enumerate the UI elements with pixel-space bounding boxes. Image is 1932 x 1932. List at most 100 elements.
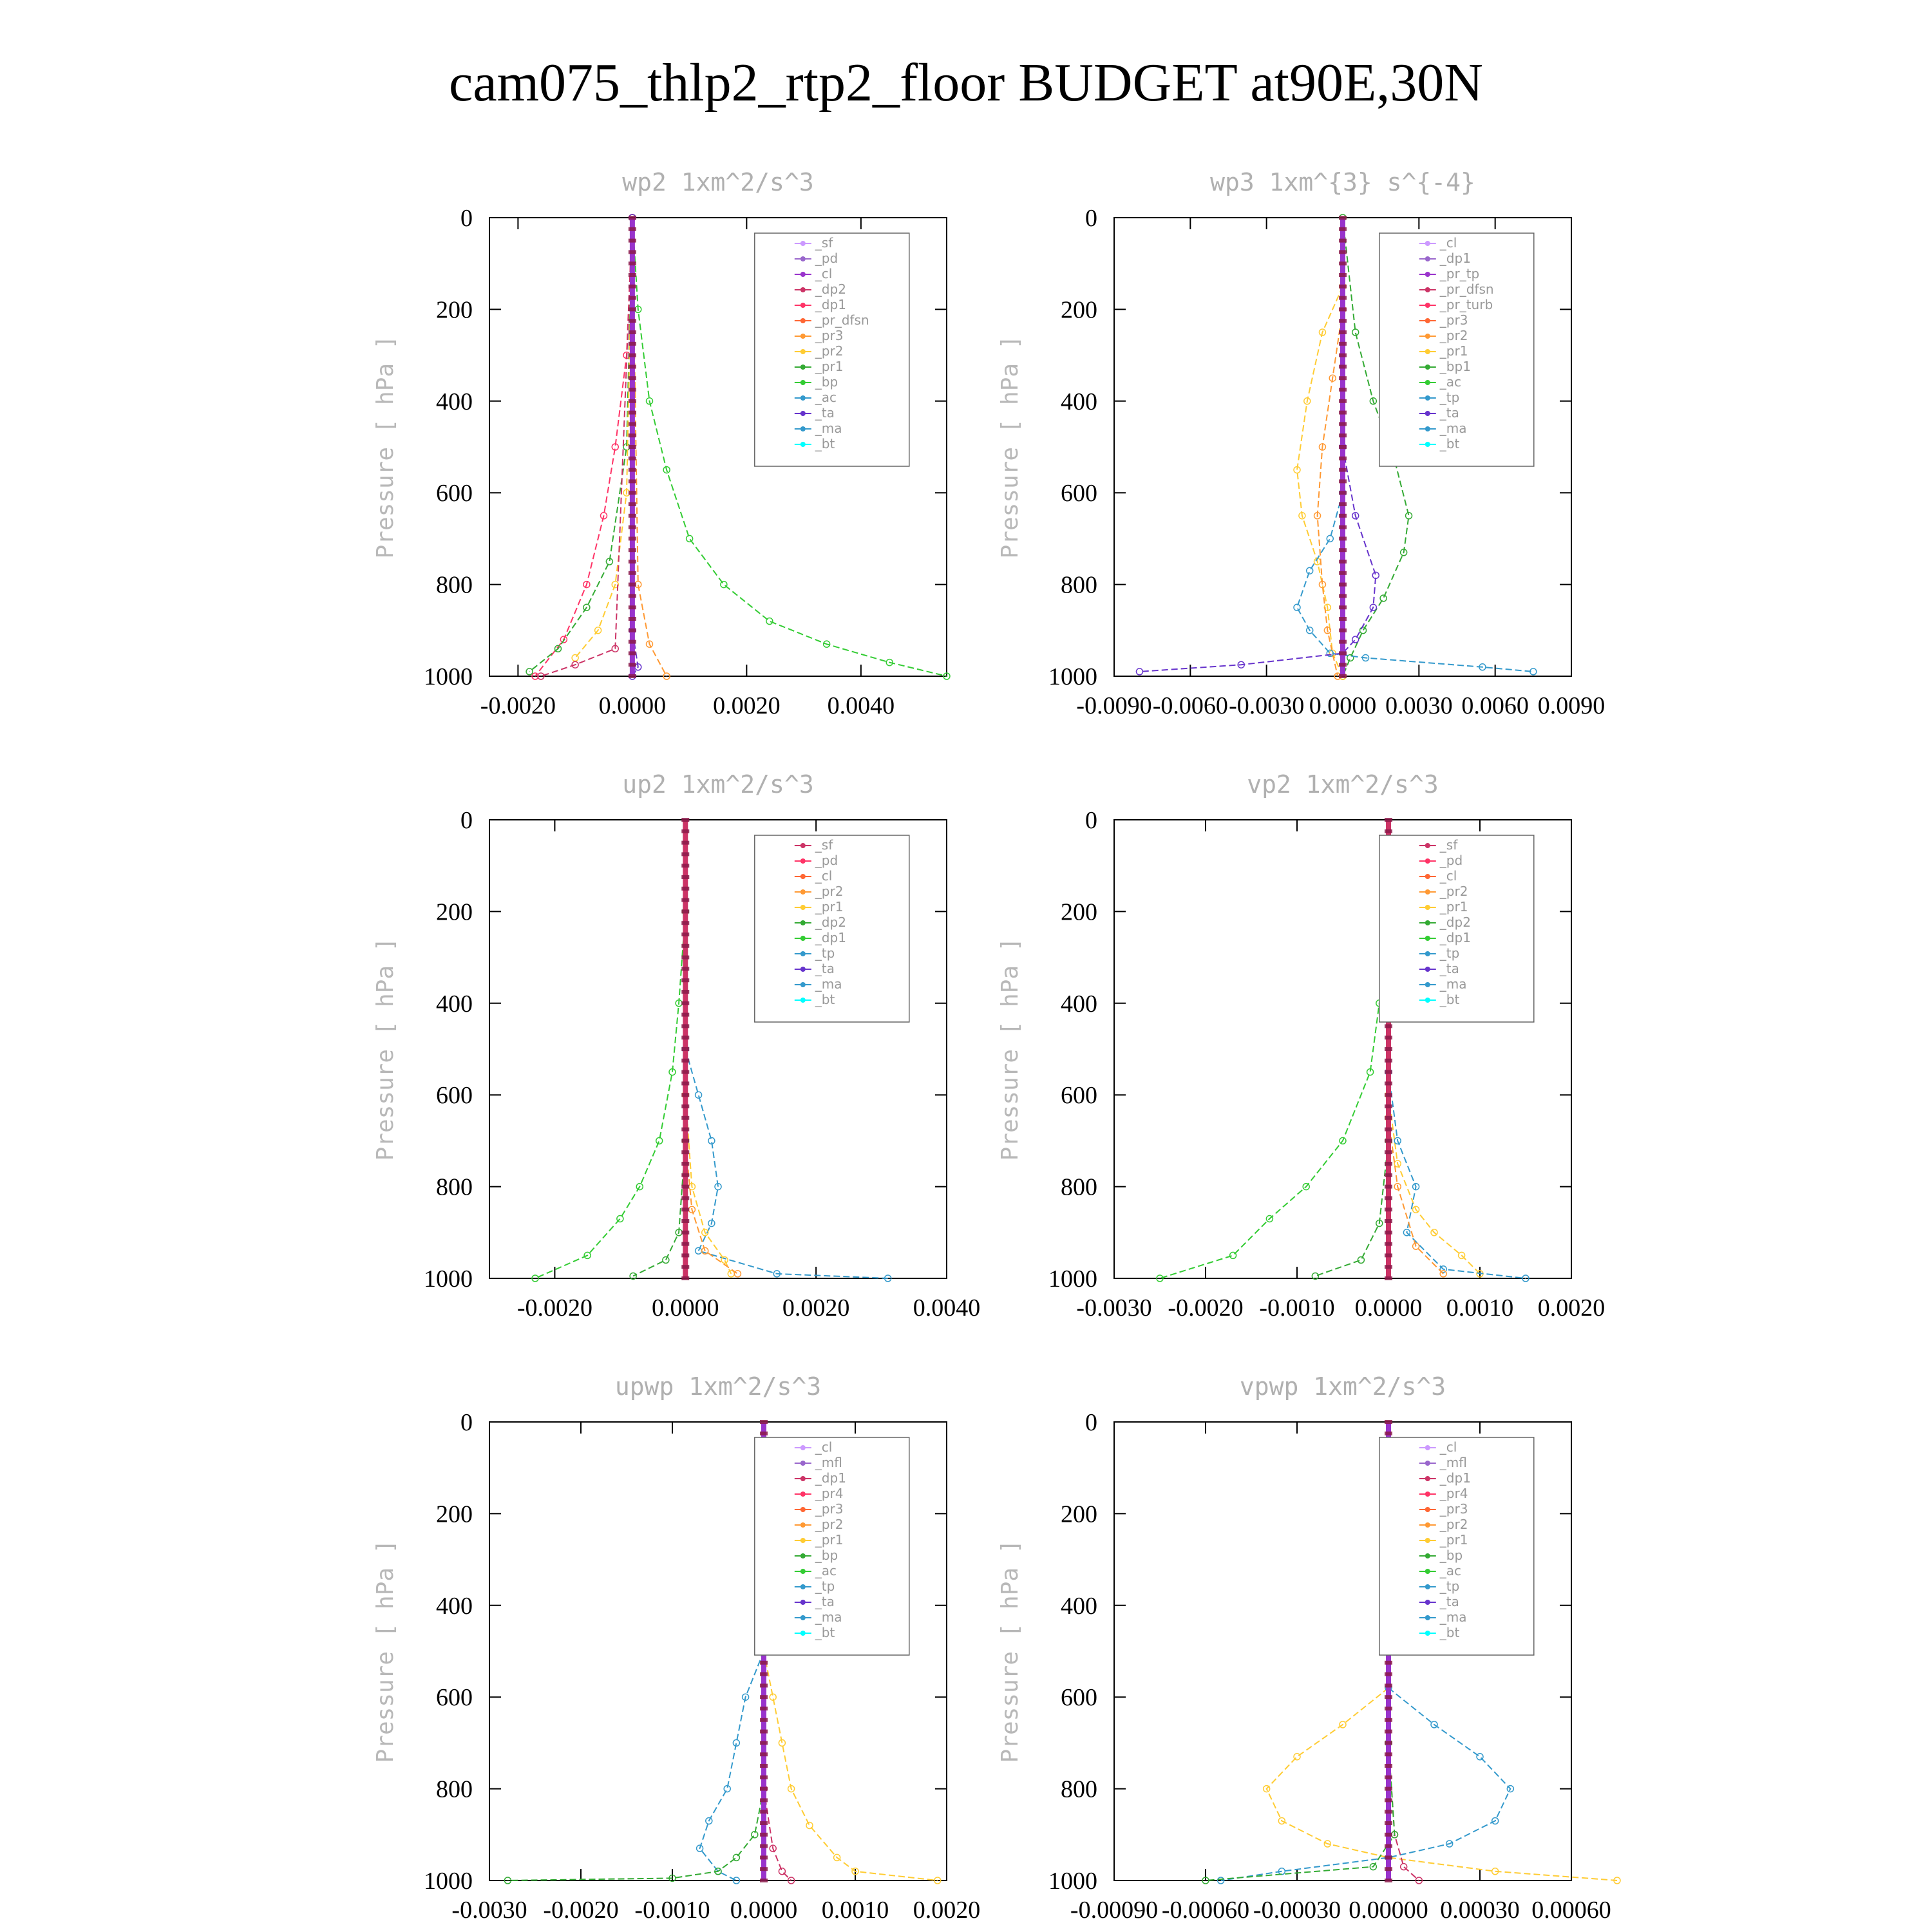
series-point [1412,1182,1420,1191]
zero-column-marker [628,353,636,357]
y-tick-label: 600 [436,480,473,507]
zero-column-marker [1339,628,1347,632]
zero-column-marker [681,1036,690,1040]
zero-column-marker [628,594,636,598]
x-tick-label: 0.00060 [1531,1897,1611,1924]
zero-column-marker [681,1265,690,1269]
series-line-dp2 [1315,1141,1389,1277]
series-point [560,636,568,643]
zero-column-marker [681,1230,690,1235]
zero-column-marker [681,1047,690,1051]
legend-marker [1425,318,1430,323]
series-point [1311,1272,1320,1280]
series-point [1479,663,1486,671]
y-tick-label: 1000 [1048,1868,1097,1895]
zero-column-marker [1339,330,1347,334]
legend-entry: _ma [1439,421,1467,436]
zero-column-marker [760,1741,768,1745]
plot-frame [1113,1421,1572,1881]
legend-entry: _sf [1439,837,1458,853]
series-line-pr1 [1296,286,1343,677]
legend-entry: _ta [1439,961,1459,976]
series-point [1366,1068,1374,1076]
legend-marker [800,1600,806,1605]
legend-entry: _bt [815,436,835,451]
zero-column-marker [681,1104,690,1108]
y-tick-label: 1000 [424,1868,473,1895]
legend-marker [1425,1522,1430,1528]
series-point [1351,636,1359,643]
plot-frame [1113,819,1572,1279]
series-point [714,1868,722,1875]
zero-column-marker [1339,284,1347,289]
legend-marker [1425,411,1430,416]
legend-entry: _dp1 [1439,930,1471,945]
zero-column-marker [1385,1718,1392,1722]
zero-column-marker [1385,1707,1392,1710]
series-point [636,1182,644,1191]
zero-column-marker [1339,365,1347,369]
series-point [1293,466,1301,474]
y-axis-label: Pressure [ hPa ] [997,938,1023,1161]
x-tick-label: 0.0090 [1538,692,1605,719]
series-point [662,1256,670,1264]
zero-column-marker [681,1012,690,1017]
legend-entry: _dp2 [1439,914,1471,930]
series-point [1329,374,1336,382]
zero-column-marker [628,571,636,575]
legend-marker [1425,920,1430,925]
series-point [751,1831,759,1839]
zero-column-marker [760,1867,768,1871]
zero-column-marker [1339,296,1347,300]
panel-title: upwp 1xm^2/s^3 [615,1372,821,1401]
x-tick-label: 0.0000 [599,692,667,719]
series-point [1379,594,1387,602]
legend-entry: _pr_dfsn [1439,281,1494,297]
series-point [1491,1868,1499,1875]
zero-column-marker [1385,1695,1392,1700]
zero-column-marker [1385,1420,1392,1424]
legend-marker [1425,1553,1430,1558]
legend-entry: _ta [815,405,835,421]
legend-entry: _dp1 [815,1470,846,1486]
legend-entry: _ac [815,1563,837,1578]
legend-box [1379,1437,1535,1656]
series-point [1347,654,1354,662]
series-point [886,658,893,667]
series-point [1265,1215,1274,1223]
legend-marker [1425,905,1430,910]
y-tick-label: 600 [436,1082,473,1109]
legend-marker [1425,1476,1430,1481]
series-point [1326,535,1334,543]
legend-marker [1425,349,1430,354]
y-tick-label: 200 [1061,898,1097,925]
series-point [663,672,670,680]
legend-entry: _tp [1439,1578,1460,1594]
x-tick-label: -0.0030 [451,1897,527,1924]
legend-entry: _dp1 [1439,251,1471,266]
series-line-bp [507,1788,764,1881]
zero-column-marker [1339,605,1347,610]
series-point [1399,1862,1408,1871]
series-point [1403,1229,1411,1236]
legend-entry: _pr3 [1439,312,1468,328]
zero-column-marker [628,513,636,518]
series-line-tp [1296,492,1533,672]
series-point [1326,649,1334,658]
zero-column-marker [1339,445,1347,449]
legend-entry: _bt [1439,1625,1460,1640]
legend-entry: _ta [1439,405,1459,421]
legend-marker [800,272,806,277]
series-point [594,627,602,634]
series-line-pr2 [574,217,633,659]
legend-entry: _pr_dfsn [815,312,869,328]
series-point [1313,512,1321,520]
legend-marker [800,1445,806,1450]
zero-column-marker [1339,571,1347,575]
legend-entry: _ma [1439,1609,1467,1625]
series-point [778,1739,786,1747]
legend-marker [800,303,806,308]
zero-column-marker [628,330,636,334]
legend-marker [800,380,806,385]
legend-marker [1425,426,1430,431]
